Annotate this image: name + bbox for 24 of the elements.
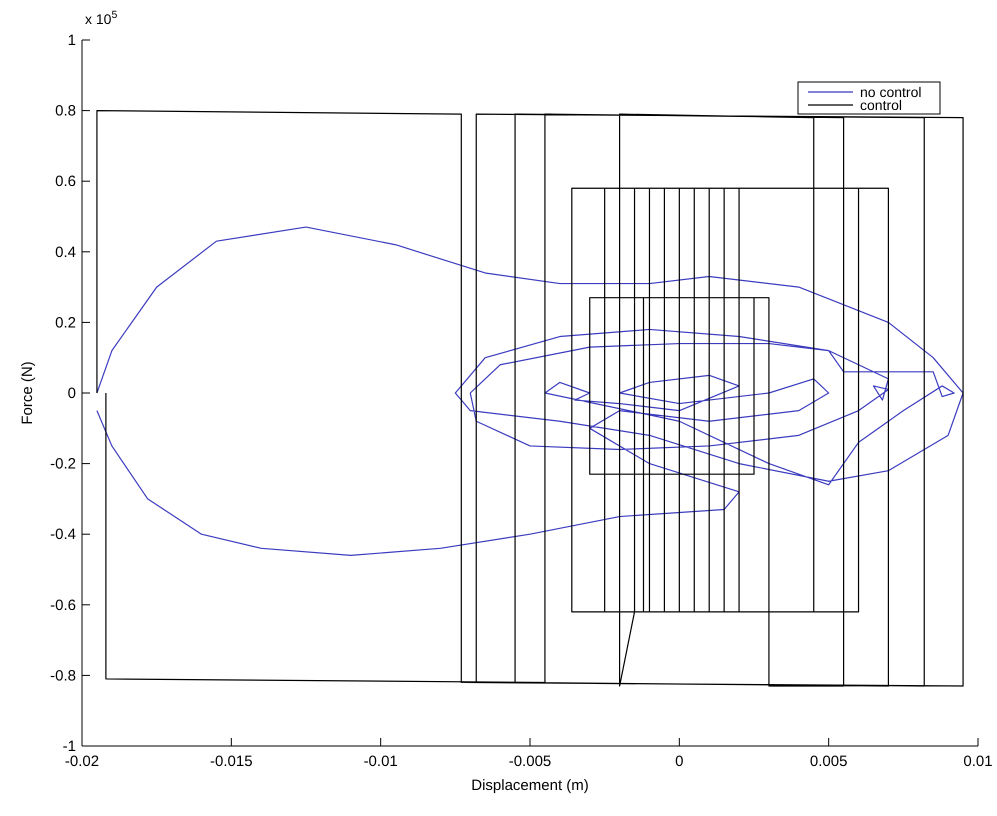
line-series xyxy=(96,226,964,556)
x-tick-label: -0.005 xyxy=(508,753,552,770)
x-tick-label: -0.015 xyxy=(210,753,253,770)
y-tick-label: -0.6 xyxy=(50,596,76,614)
y-tick-label: -0.4 xyxy=(50,526,76,544)
x-tick-label: 0 xyxy=(675,753,684,770)
y-tick-label: 0.6 xyxy=(55,173,76,190)
y-axis-title: Force (N) xyxy=(19,361,36,425)
x-tick-label: 0.005 xyxy=(810,753,848,770)
x-tick-label: -0.02 xyxy=(64,753,100,770)
legend-label: control xyxy=(860,97,902,113)
y-tick-label: 0.2 xyxy=(55,314,76,332)
text: x 10$^{5}$ xyxy=(85,9,118,27)
y-tick-label: 1 xyxy=(68,32,76,49)
y-tick-label: -0.8 xyxy=(50,667,76,684)
x-tick-label: -0.01 xyxy=(364,753,398,770)
y-tick-label: 0.8 xyxy=(55,102,76,120)
y-tick-label: 0.4 xyxy=(55,244,76,261)
x-tick-label: 0.01 xyxy=(963,753,993,770)
y-tick-label: -0.2 xyxy=(50,456,76,473)
legend-label: no control xyxy=(860,84,922,100)
x-axis-title: Displacement (m) xyxy=(471,777,589,794)
y-tick-label: 0 xyxy=(68,385,76,402)
y-tick-label: -1 xyxy=(62,738,76,755)
